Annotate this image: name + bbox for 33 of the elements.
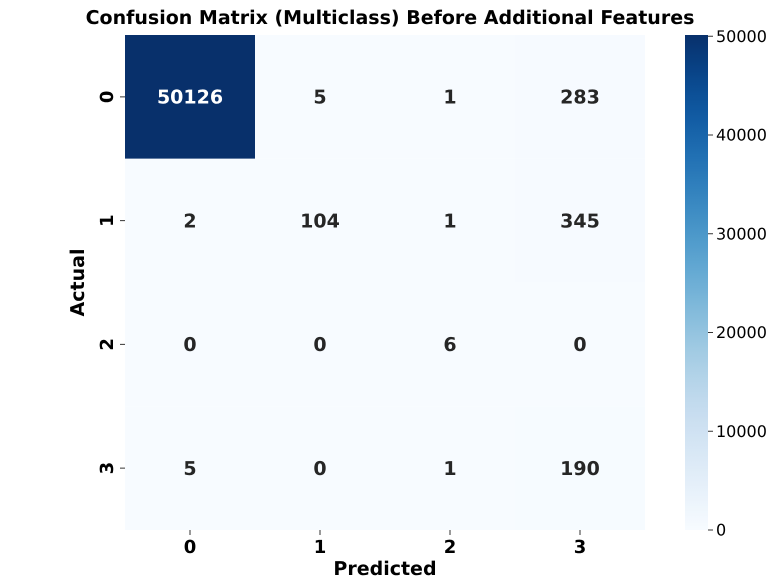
data-label: 50126 [156,86,224,109]
chart-title: Confusion Matrix (Multiclass) Before Additional Features [86,7,694,29]
x-tick-label: 2 [444,537,456,558]
color-bar-label: 20000 [716,323,767,342]
color-bar-label: 40000 [716,126,767,145]
data-label: 0 [183,334,197,356]
x-tick-label: 0 [184,537,196,558]
y-tick-label: 0 [97,90,118,104]
data-label: 0 [573,334,587,356]
data-label: 6 [443,334,457,356]
color-bar-label: 30000 [716,224,767,244]
y-tick-label: 3 [97,462,118,474]
y-tick-label: 1 [97,214,118,227]
data-label: 345 [560,210,600,232]
data-label: 5 [313,86,327,109]
data-label: 1 [443,86,457,109]
data-label: 0 [313,458,327,480]
data-label: 0 [313,334,327,356]
y-axis-title: Actual [67,248,89,316]
y-tick-label: 2 [97,338,118,351]
color-bar-label: 10000 [716,422,767,441]
x-tick-label: 3 [574,537,586,558]
data-label: 190 [560,458,600,480]
x-tick-label: 1 [314,537,326,558]
data-label: 1 [443,210,457,232]
data-label: 2 [183,210,197,232]
data-label: 5 [183,458,197,480]
data-label: 283 [560,86,600,109]
data-label: 104 [300,210,340,232]
color-bar-label: 0 [716,520,726,540]
x-axis-title: Predicted [333,558,437,580]
data-label: 1 [443,458,457,480]
color-bar-label: 50000 [716,26,767,46]
